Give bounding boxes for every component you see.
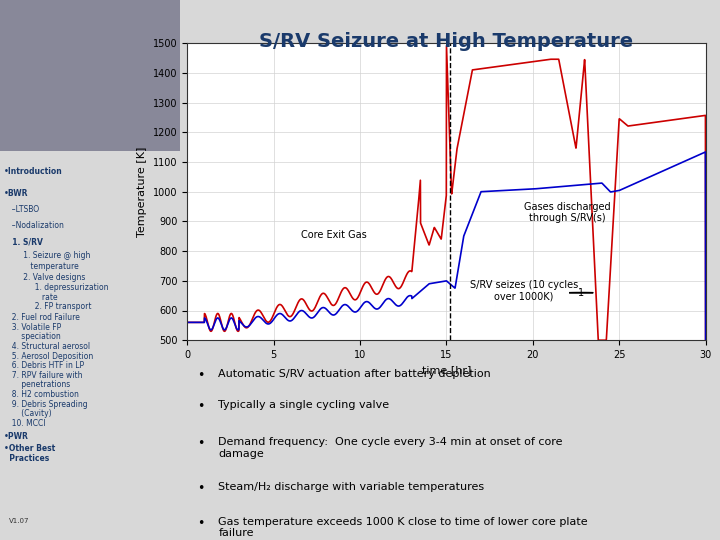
Text: temperature: temperature <box>9 262 78 271</box>
Text: V1.07: V1.07 <box>9 518 30 524</box>
Text: 7. RPV failure with: 7. RPV failure with <box>7 371 83 380</box>
Text: •: • <box>197 369 205 382</box>
Text: speciation: speciation <box>7 332 61 341</box>
Text: Automatic S/RV actuation after battery depletion: Automatic S/RV actuation after battery d… <box>218 369 491 379</box>
Text: •: • <box>197 517 205 530</box>
Text: Core Exit Gas: Core Exit Gas <box>301 230 367 240</box>
Text: 2. FP transport: 2. FP transport <box>11 302 91 312</box>
Text: •PWR: •PWR <box>4 432 29 441</box>
Text: 9. Debris Spreading: 9. Debris Spreading <box>7 400 88 409</box>
Text: S/RV seizes (10 cycles
over 1000K): S/RV seizes (10 cycles over 1000K) <box>470 280 578 302</box>
Text: •Other Best: •Other Best <box>4 444 55 453</box>
Text: •: • <box>197 400 205 413</box>
Text: rate: rate <box>11 293 58 302</box>
Text: S/RV Seizure at High Temperature: S/RV Seizure at High Temperature <box>259 32 634 51</box>
Text: –LTSBO: –LTSBO <box>7 205 40 214</box>
Text: 10. MCCI: 10. MCCI <box>7 418 45 428</box>
Text: Typically a single cycling valve: Typically a single cycling valve <box>218 400 390 410</box>
FancyBboxPatch shape <box>0 0 180 151</box>
Text: 1: 1 <box>578 288 584 298</box>
Text: (Cavity): (Cavity) <box>7 409 52 418</box>
Text: 2. Valve designs: 2. Valve designs <box>9 273 86 282</box>
Text: 3. Volatile FP: 3. Volatile FP <box>7 323 61 332</box>
Text: 1. depressurization: 1. depressurization <box>11 284 108 293</box>
Text: 5. Aerosol Deposition: 5. Aerosol Deposition <box>7 352 94 361</box>
Text: 2. Fuel rod Failure: 2. Fuel rod Failure <box>7 313 80 322</box>
Text: 8. H2 combustion: 8. H2 combustion <box>7 390 79 399</box>
Text: Gas temperature exceeds 1000 K close to time of lower core plate
failure: Gas temperature exceeds 1000 K close to … <box>218 517 588 538</box>
Text: Steam/H₂ discharge with variable temperatures: Steam/H₂ discharge with variable tempera… <box>218 482 485 492</box>
Text: 4. Structural aerosol: 4. Structural aerosol <box>7 342 90 351</box>
Text: Practices: Practices <box>4 454 49 463</box>
Text: –Nodalization: –Nodalization <box>7 221 64 231</box>
Text: 6. Debris HTF in LP: 6. Debris HTF in LP <box>7 361 84 370</box>
Text: •: • <box>197 437 205 450</box>
Text: Demand frequency:  One cycle every 3-4 min at onset of core
damage: Demand frequency: One cycle every 3-4 mi… <box>218 437 563 458</box>
Text: •: • <box>197 482 205 495</box>
X-axis label: time [hr]: time [hr] <box>422 366 471 375</box>
Text: •Introduction: •Introduction <box>4 167 63 177</box>
Text: •BWR: •BWR <box>4 189 28 198</box>
Text: 1. S/RV: 1. S/RV <box>7 238 43 247</box>
Y-axis label: Temperature [K]: Temperature [K] <box>138 146 148 237</box>
Text: penetrations: penetrations <box>7 380 71 389</box>
Text: 1. Seizure @ high: 1. Seizure @ high <box>9 251 91 260</box>
Text: Gases discharged
through S/RV(s): Gases discharged through S/RV(s) <box>524 201 611 224</box>
